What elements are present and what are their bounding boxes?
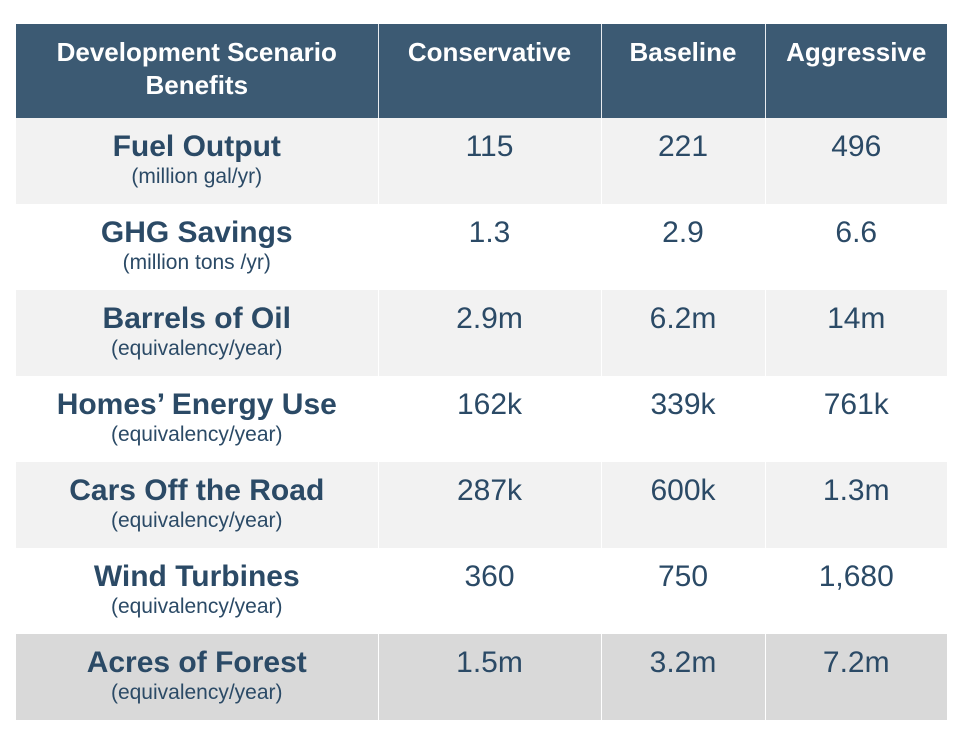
metric-unit: (million tons /yr) [122,251,271,274]
conservative-cell: 1.5m [377,634,601,720]
metric-name: Barrels of Oil [102,302,291,335]
baseline-value: 221 [657,130,709,163]
metric-unit: (million gal/yr) [131,165,263,188]
baseline-cell: 600k [600,462,765,548]
development-scenario-benefits-table: Development Scenario Benefits Conservati… [16,24,947,720]
conservative-cell: 162k [377,376,601,462]
conservative-value: 1.5m [456,646,523,679]
conservative-cell: 2.9m [377,290,601,376]
conservative-value: 360 [464,560,515,593]
baseline-value: 750 [657,560,709,593]
aggressive-cell: 761k [764,376,947,462]
table-row: Barrels of Oil (equivalency/year) 2.9m 6… [16,290,947,376]
metric-unit: (equivalency/year) [110,509,283,532]
conservative-value: 2.9m [456,302,523,335]
header-development-scenario-benefits: Development Scenario Benefits [16,24,378,118]
metric-name: GHG Savings [100,216,293,249]
header-conservative: Conservative [377,24,601,118]
header-aggressive: Aggressive [764,24,947,118]
aggressive-cell: 1.3m [764,462,947,548]
metric-unit: (equivalency/year) [110,423,283,446]
conservative-cell: 360 [377,548,601,634]
baseline-value: 600k [650,474,716,507]
row-label-cell: Wind Turbines (equivalency/year) [16,548,378,634]
aggressive-value: 14m [827,302,886,335]
aggressive-cell: 496 [764,118,947,204]
baseline-cell: 3.2m [600,634,765,720]
conservative-value: 287k [456,474,523,507]
metric-name: Cars Off the Road [69,474,325,507]
metric-unit: (equivalency/year) [110,337,283,360]
row-label-cell: GHG Savings (million tons /yr) [16,204,378,290]
aggressive-value: 1.3m [822,474,890,507]
aggressive-value: 7.2m [822,646,890,679]
header-baseline: Baseline [600,24,765,118]
metric-unit: (equivalency/year) [110,681,283,704]
row-label-cell: Barrels of Oil (equivalency/year) [16,290,378,376]
aggressive-value: 761k [823,388,889,421]
baseline-value: 3.2m [649,646,717,679]
table-row: Cars Off the Road (equivalency/year) 287… [16,462,947,548]
baseline-value: 339k [650,388,716,421]
baseline-value: 6.2m [649,302,717,335]
aggressive-value: 1,680 [818,560,894,593]
metric-unit: (equivalency/year) [110,595,283,618]
aggressive-cell: 6.6 [764,204,947,290]
row-label-cell: Cars Off the Road (equivalency/year) [16,462,378,548]
baseline-cell: 221 [600,118,765,204]
table-row: Homes’ Energy Use (equivalency/year) 162… [16,376,947,462]
metric-name: Fuel Output [112,130,281,163]
conservative-cell: 115 [377,118,601,204]
aggressive-cell: 14m [764,290,947,376]
table-header-row: Development Scenario Benefits Conservati… [16,24,947,118]
metric-name: Acres of Forest [86,646,307,679]
conservative-cell: 287k [377,462,601,548]
table-row: Acres of Forest (equivalency/year) 1.5m … [16,634,947,720]
aggressive-cell: 1,680 [764,548,947,634]
aggressive-value: 496 [831,130,882,163]
conservative-value: 115 [465,130,514,163]
baseline-cell: 2.9 [600,204,765,290]
row-label-cell: Homes’ Energy Use (equivalency/year) [16,376,378,462]
baseline-cell: 339k [600,376,765,462]
aggressive-value: 6.6 [835,216,878,249]
aggressive-cell: 7.2m [764,634,947,720]
row-label-cell: Fuel Output (million gal/yr) [16,118,378,204]
metric-name: Homes’ Energy Use [56,388,337,421]
benefits-table-container: Development Scenario Benefits Conservati… [16,24,947,720]
baseline-cell: 750 [600,548,765,634]
baseline-value: 2.9 [662,216,704,249]
row-label-cell: Acres of Forest (equivalency/year) [16,634,378,720]
conservative-value: 162k [456,388,523,421]
metric-name: Wind Turbines [93,560,300,593]
conservative-value: 1.3 [468,216,511,249]
conservative-cell: 1.3 [377,204,601,290]
baseline-cell: 6.2m [600,290,765,376]
table-row: Wind Turbines (equivalency/year) 360 750… [16,548,947,634]
table-row: Fuel Output (million gal/yr) 115 221 496 [16,118,947,204]
table-row: GHG Savings (million tons /yr) 1.3 2.9 6… [16,204,947,290]
